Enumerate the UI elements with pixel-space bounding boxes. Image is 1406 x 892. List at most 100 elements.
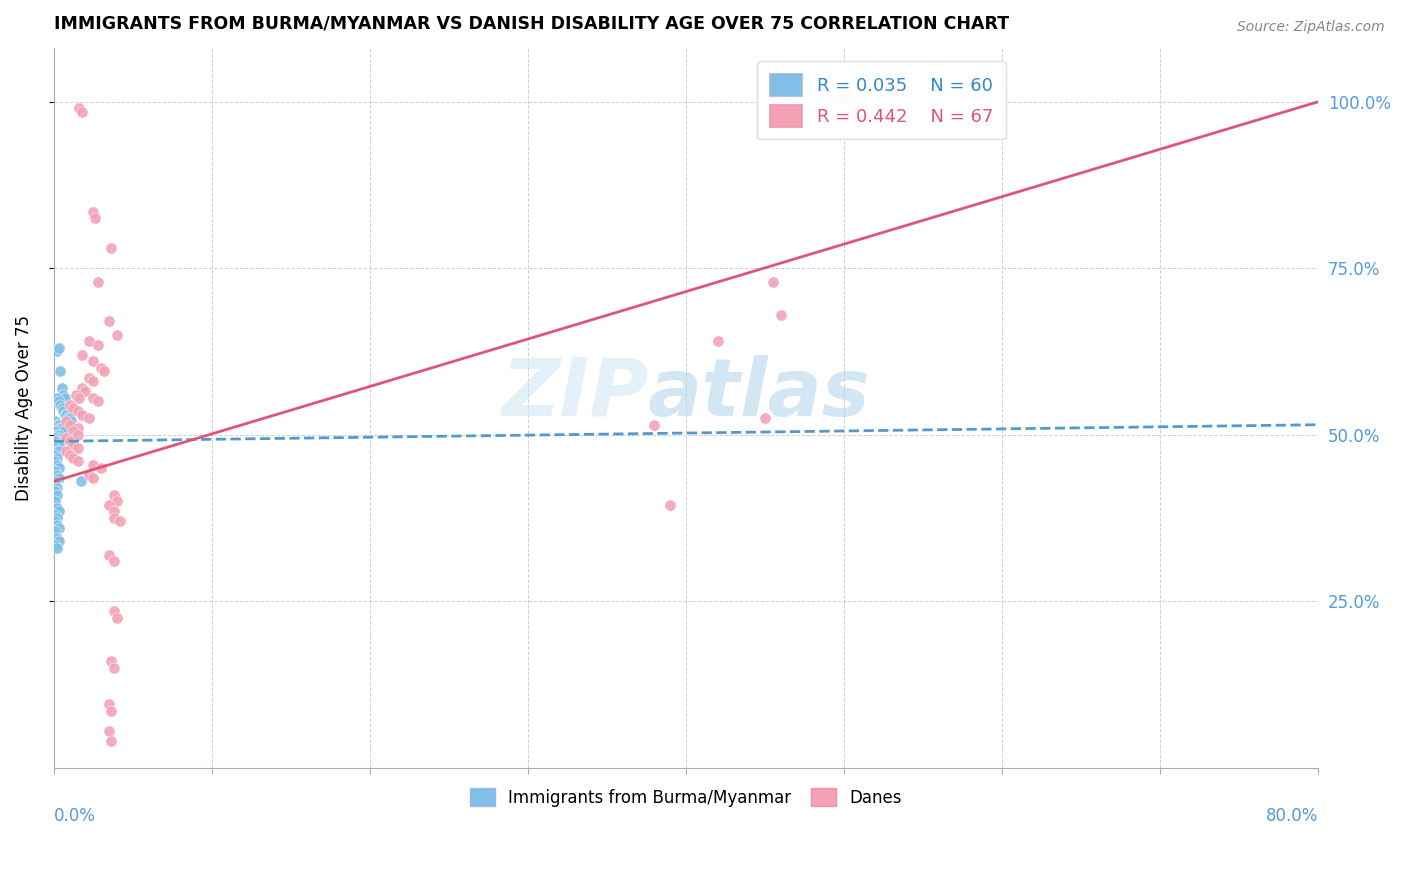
Point xyxy=(67,391,90,405)
Point xyxy=(87,338,110,352)
Point xyxy=(46,467,69,482)
Point xyxy=(72,348,94,362)
Point xyxy=(105,494,128,508)
Point xyxy=(66,427,89,442)
Point xyxy=(46,500,69,515)
Point xyxy=(103,488,125,502)
Point xyxy=(77,411,100,425)
Point xyxy=(62,401,84,415)
Point xyxy=(82,354,104,368)
Point xyxy=(103,661,125,675)
Text: IMMIGRANTS FROM BURMA/MYANMAR VS DANISH DISABILITY AGE OVER 75 CORRELATION CHART: IMMIGRANTS FROM BURMA/MYANMAR VS DANISH … xyxy=(53,15,1010,33)
Text: Source: ZipAtlas.com: Source: ZipAtlas.com xyxy=(1237,20,1385,34)
Point xyxy=(59,417,82,432)
Point xyxy=(103,504,125,518)
Point xyxy=(44,514,66,528)
Point xyxy=(55,414,77,428)
Point xyxy=(82,204,104,219)
Point xyxy=(69,475,91,489)
Point xyxy=(51,421,73,435)
Point xyxy=(66,454,89,468)
Point xyxy=(103,554,125,568)
Point xyxy=(44,464,66,478)
Y-axis label: Disability Age Over 75: Disability Age Over 75 xyxy=(15,315,32,501)
Point xyxy=(48,534,70,549)
Point xyxy=(77,467,100,482)
Text: ZIP: ZIP xyxy=(501,355,648,433)
Point xyxy=(66,404,89,418)
Point xyxy=(62,450,84,465)
Point xyxy=(46,517,69,532)
Point xyxy=(82,391,104,405)
Point xyxy=(46,488,69,502)
Point xyxy=(55,444,77,458)
Point xyxy=(44,434,66,449)
Point xyxy=(66,421,89,435)
Point xyxy=(72,408,94,422)
Point xyxy=(44,441,66,455)
Point xyxy=(52,404,75,418)
Point xyxy=(55,408,77,422)
Point xyxy=(46,391,69,405)
Point xyxy=(90,461,112,475)
Point xyxy=(82,458,104,472)
Point xyxy=(769,308,792,322)
Point xyxy=(46,458,69,472)
Point xyxy=(66,441,89,455)
Point xyxy=(46,531,69,545)
Point xyxy=(44,475,66,489)
Text: 80.0%: 80.0% xyxy=(1265,807,1319,825)
Point xyxy=(110,514,132,528)
Point xyxy=(51,381,73,395)
Point xyxy=(46,427,69,442)
Point xyxy=(77,334,100,349)
Point xyxy=(72,104,94,119)
Point xyxy=(103,604,125,618)
Point xyxy=(48,438,70,452)
Point xyxy=(62,438,84,452)
Point xyxy=(48,417,70,432)
Point xyxy=(48,394,70,409)
Point xyxy=(62,425,84,439)
Point xyxy=(46,344,69,359)
Point xyxy=(643,417,665,432)
Point xyxy=(44,425,66,439)
Text: atlas: atlas xyxy=(648,355,870,433)
Point xyxy=(46,541,69,555)
Point xyxy=(87,275,110,289)
Point xyxy=(44,448,66,462)
Point xyxy=(90,361,112,376)
Point xyxy=(59,411,82,425)
Point xyxy=(87,394,110,409)
Point xyxy=(46,511,69,525)
Point xyxy=(67,102,90,116)
Point xyxy=(44,508,66,522)
Point xyxy=(44,454,66,468)
Point xyxy=(49,398,72,412)
Point xyxy=(98,314,121,328)
Point xyxy=(48,461,70,475)
Point xyxy=(98,698,121,712)
Point xyxy=(46,417,69,432)
Point xyxy=(103,511,125,525)
Point xyxy=(100,654,122,668)
Point xyxy=(105,611,128,625)
Point xyxy=(72,381,94,395)
Point xyxy=(48,341,70,355)
Point xyxy=(52,388,75,402)
Point xyxy=(51,401,73,415)
Point xyxy=(49,364,72,378)
Point xyxy=(77,371,100,385)
Point xyxy=(48,444,70,458)
Point xyxy=(46,450,69,465)
Point xyxy=(49,431,72,445)
Point xyxy=(706,334,728,349)
Point xyxy=(46,438,69,452)
Point xyxy=(98,548,121,562)
Point xyxy=(48,521,70,535)
Point xyxy=(46,444,69,458)
Point xyxy=(75,384,97,399)
Point xyxy=(53,391,76,405)
Point xyxy=(44,524,66,539)
Point xyxy=(82,375,104,389)
